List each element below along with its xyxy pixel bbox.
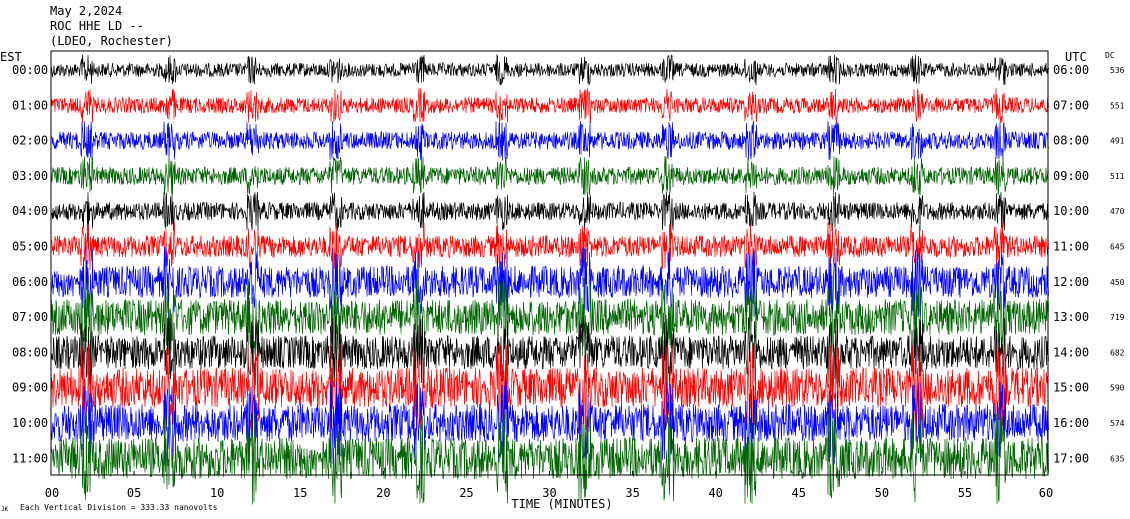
utc-hour-label: 11:00 — [1053, 240, 1089, 254]
est-hour-label: 01:00 — [12, 98, 48, 112]
utc-hour-label: 06:00 — [1053, 63, 1089, 77]
dc-offset-value: 590 — [1110, 384, 1125, 393]
x-tick-label: 35 — [625, 486, 639, 500]
station-code: ROC HHE LD -- — [50, 19, 144, 33]
dc-offset-value: 682 — [1110, 348, 1125, 357]
est-hour-label: 10:00 — [12, 416, 48, 430]
est-hour-label: 03:00 — [12, 169, 48, 183]
axis-labels: EST UTC DC TIME (MINUTES) Each Vertical … — [0, 50, 1125, 513]
utc-hour-label: 12:00 — [1053, 275, 1089, 289]
dc-offset-value: 719 — [1110, 313, 1125, 322]
trace-row-8 — [50, 315, 1049, 390]
trace-row-4 — [50, 191, 1049, 232]
utc-hour-label: 15:00 — [1053, 381, 1089, 395]
trace-row-5 — [50, 222, 1049, 271]
utc-hour-label: 09:00 — [1053, 169, 1089, 183]
trace-row-7 — [50, 277, 1049, 356]
x-tick-label: 00 — [45, 486, 59, 500]
x-tick-label: 05 — [127, 486, 141, 500]
x-axis-ticks: 00 05 10 15 20 25 30 35 40 45 50 55 60 — [45, 471, 1053, 500]
x-tick-label: 45 — [792, 486, 806, 500]
est-hour-label: 06:00 — [12, 275, 48, 289]
utc-hour-label: 17:00 — [1053, 451, 1089, 465]
dc-offset-value: 450 — [1110, 278, 1125, 287]
dc-offset-value: 645 — [1110, 243, 1125, 252]
trace-row-10 — [50, 381, 1049, 465]
plot-frame — [50, 50, 1049, 476]
x-tick-label: 30 — [542, 486, 556, 500]
x-tick-label: 55 — [958, 486, 972, 500]
trace-row-0 — [50, 53, 1049, 86]
trace-row-2 — [50, 120, 1049, 161]
est-hour-label: 02:00 — [12, 134, 48, 148]
dc-offset-value: 470 — [1110, 207, 1125, 216]
dc-offset-value: 551 — [1110, 101, 1125, 110]
utc-hour-label: 10:00 — [1053, 204, 1089, 218]
trace-row-11 — [50, 412, 1049, 505]
est-hour-label: 00:00 — [12, 63, 48, 77]
x-tick-label: 15 — [293, 486, 307, 500]
dc-offset-value: 491 — [1110, 137, 1125, 146]
x-tick-label: 25 — [459, 486, 473, 500]
est-hour-label: 11:00 — [12, 451, 48, 465]
x-axis-label: TIME (MINUTES) — [511, 497, 612, 511]
right-axis-label: UTC — [1065, 50, 1087, 64]
chart-date: May 2,2024 — [50, 4, 123, 18]
trace-row-9 — [50, 343, 1049, 432]
seismic-traces — [50, 53, 1049, 505]
x-tick-label: 10 — [210, 486, 224, 500]
utc-hour-label: 13:00 — [1053, 310, 1089, 324]
corner-mark: JK — [1, 506, 9, 513]
dc-offset-value: 635 — [1110, 454, 1125, 463]
x-tick-label: 50 — [875, 486, 889, 500]
utc-hour-label: 07:00 — [1053, 98, 1089, 112]
utc-hour-label: 14:00 — [1053, 345, 1089, 359]
x-tick-label: 40 — [708, 486, 722, 500]
est-hour-label: 07:00 — [12, 310, 48, 324]
dc-offset-value: 536 — [1110, 66, 1125, 75]
dc-offset-value: 574 — [1110, 419, 1125, 428]
est-hour-label: 09:00 — [12, 381, 48, 395]
x-tick-label: 20 — [376, 486, 390, 500]
est-hour-label: 08:00 — [12, 345, 48, 359]
trace-row-1 — [50, 87, 1049, 123]
trace-row-3 — [50, 156, 1049, 196]
trace-row-6 — [50, 246, 1049, 317]
utc-hour-label: 16:00 — [1053, 416, 1089, 430]
x-tick-label: 60 — [1039, 486, 1053, 500]
scale-note: Each Vertical Division = 333.33 nanovolt… — [20, 503, 218, 512]
dc-offset-value: 511 — [1110, 172, 1125, 181]
network-name: (LDEO, Rochester) — [50, 34, 173, 48]
est-hour-label: 05:00 — [12, 240, 48, 254]
dc-label: DC — [1105, 51, 1115, 60]
utc-hour-label: 08:00 — [1053, 134, 1089, 148]
est-hour-label: 04:00 — [12, 204, 48, 218]
left-axis-label: EST — [0, 50, 22, 64]
